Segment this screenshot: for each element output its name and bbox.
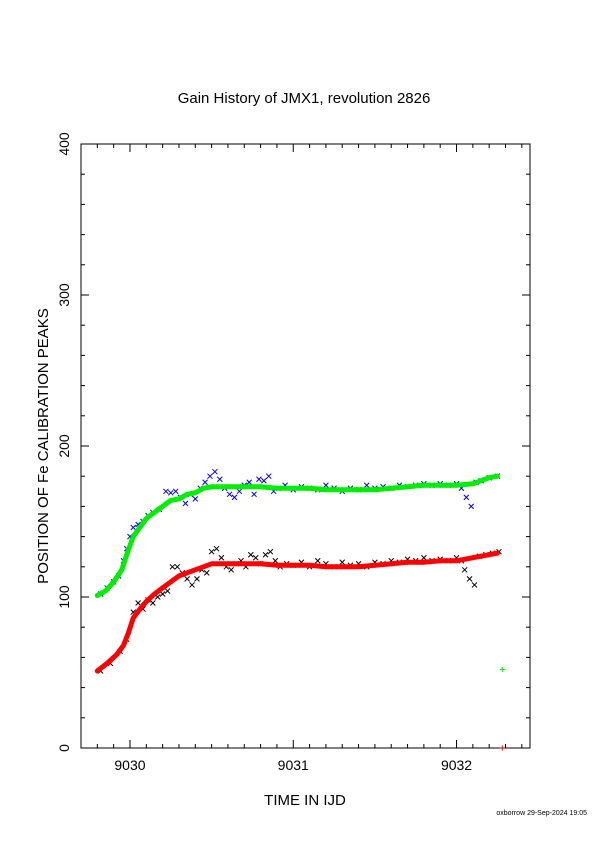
data-point xyxy=(468,503,475,510)
x-tick-label: 9031 xyxy=(278,757,309,773)
series-red xyxy=(94,550,505,751)
data-point xyxy=(184,576,190,582)
data-point xyxy=(218,554,225,561)
data-point xyxy=(159,591,166,597)
data-point xyxy=(192,495,199,502)
y-axis-label: POSITION OF Fe CALIBRATION PEAKS xyxy=(35,308,52,584)
axis-ticks xyxy=(80,143,530,749)
data-point xyxy=(256,476,262,483)
data-point xyxy=(463,494,470,501)
trend-line-red xyxy=(94,550,500,674)
data-point xyxy=(499,666,505,672)
y-tick-label: 400 xyxy=(56,132,72,156)
y-tick-label: 0 xyxy=(56,744,72,752)
x-tick-label: 9032 xyxy=(441,757,472,773)
y-tick-label: 200 xyxy=(56,434,72,458)
data-point xyxy=(213,545,220,552)
y-tick-label: 300 xyxy=(56,283,72,307)
data-point xyxy=(251,491,257,498)
x-tick-label: 9030 xyxy=(114,757,145,773)
data-point xyxy=(182,500,189,507)
data-point xyxy=(216,476,223,483)
data-point xyxy=(172,488,179,495)
data-point xyxy=(339,559,346,566)
data-marks xyxy=(94,468,505,751)
plot-area-frame xyxy=(80,143,531,749)
data-point xyxy=(499,745,505,751)
chart-title: Gain History of JMX1, revolution 2826 xyxy=(178,90,431,107)
y-tick-label: 100 xyxy=(56,585,72,609)
data-point xyxy=(421,554,427,561)
footer-timestamp: oxborrow 29-Sep-2024 19:05 xyxy=(496,810,587,817)
data-point xyxy=(228,566,235,573)
series-green xyxy=(94,473,505,672)
data-point xyxy=(212,468,218,475)
data-point xyxy=(461,566,468,573)
data-point xyxy=(261,477,267,484)
data-point xyxy=(202,479,208,486)
data-point xyxy=(247,551,254,558)
data-point xyxy=(236,488,243,495)
data-point xyxy=(135,600,141,606)
data-point xyxy=(174,563,181,570)
x-axis-label: TIME IN IJD xyxy=(264,792,346,809)
data-point xyxy=(226,491,233,498)
data-point xyxy=(231,494,238,501)
data-point xyxy=(262,551,269,558)
data-point xyxy=(363,482,370,489)
data-point xyxy=(149,600,156,606)
data-point xyxy=(323,482,329,489)
data-point xyxy=(169,563,176,570)
data-point xyxy=(314,557,321,564)
data-point xyxy=(163,488,169,495)
data-point xyxy=(471,582,478,588)
data-point xyxy=(189,582,195,588)
data-point xyxy=(267,548,274,555)
data-point xyxy=(208,548,215,555)
data-point xyxy=(194,576,200,582)
data-point xyxy=(246,479,253,486)
trend-line-green xyxy=(94,473,500,598)
data-point xyxy=(167,489,174,496)
data-point xyxy=(252,554,259,561)
data-point xyxy=(203,569,210,576)
data-point xyxy=(272,557,279,564)
data-point xyxy=(164,588,171,594)
data-point xyxy=(466,576,473,582)
data-point xyxy=(130,524,137,531)
data-point xyxy=(207,473,213,480)
data-point xyxy=(265,473,272,480)
axis-tick-labels: 0 100 200 300 400 9030 9031 9032 xyxy=(56,132,472,773)
